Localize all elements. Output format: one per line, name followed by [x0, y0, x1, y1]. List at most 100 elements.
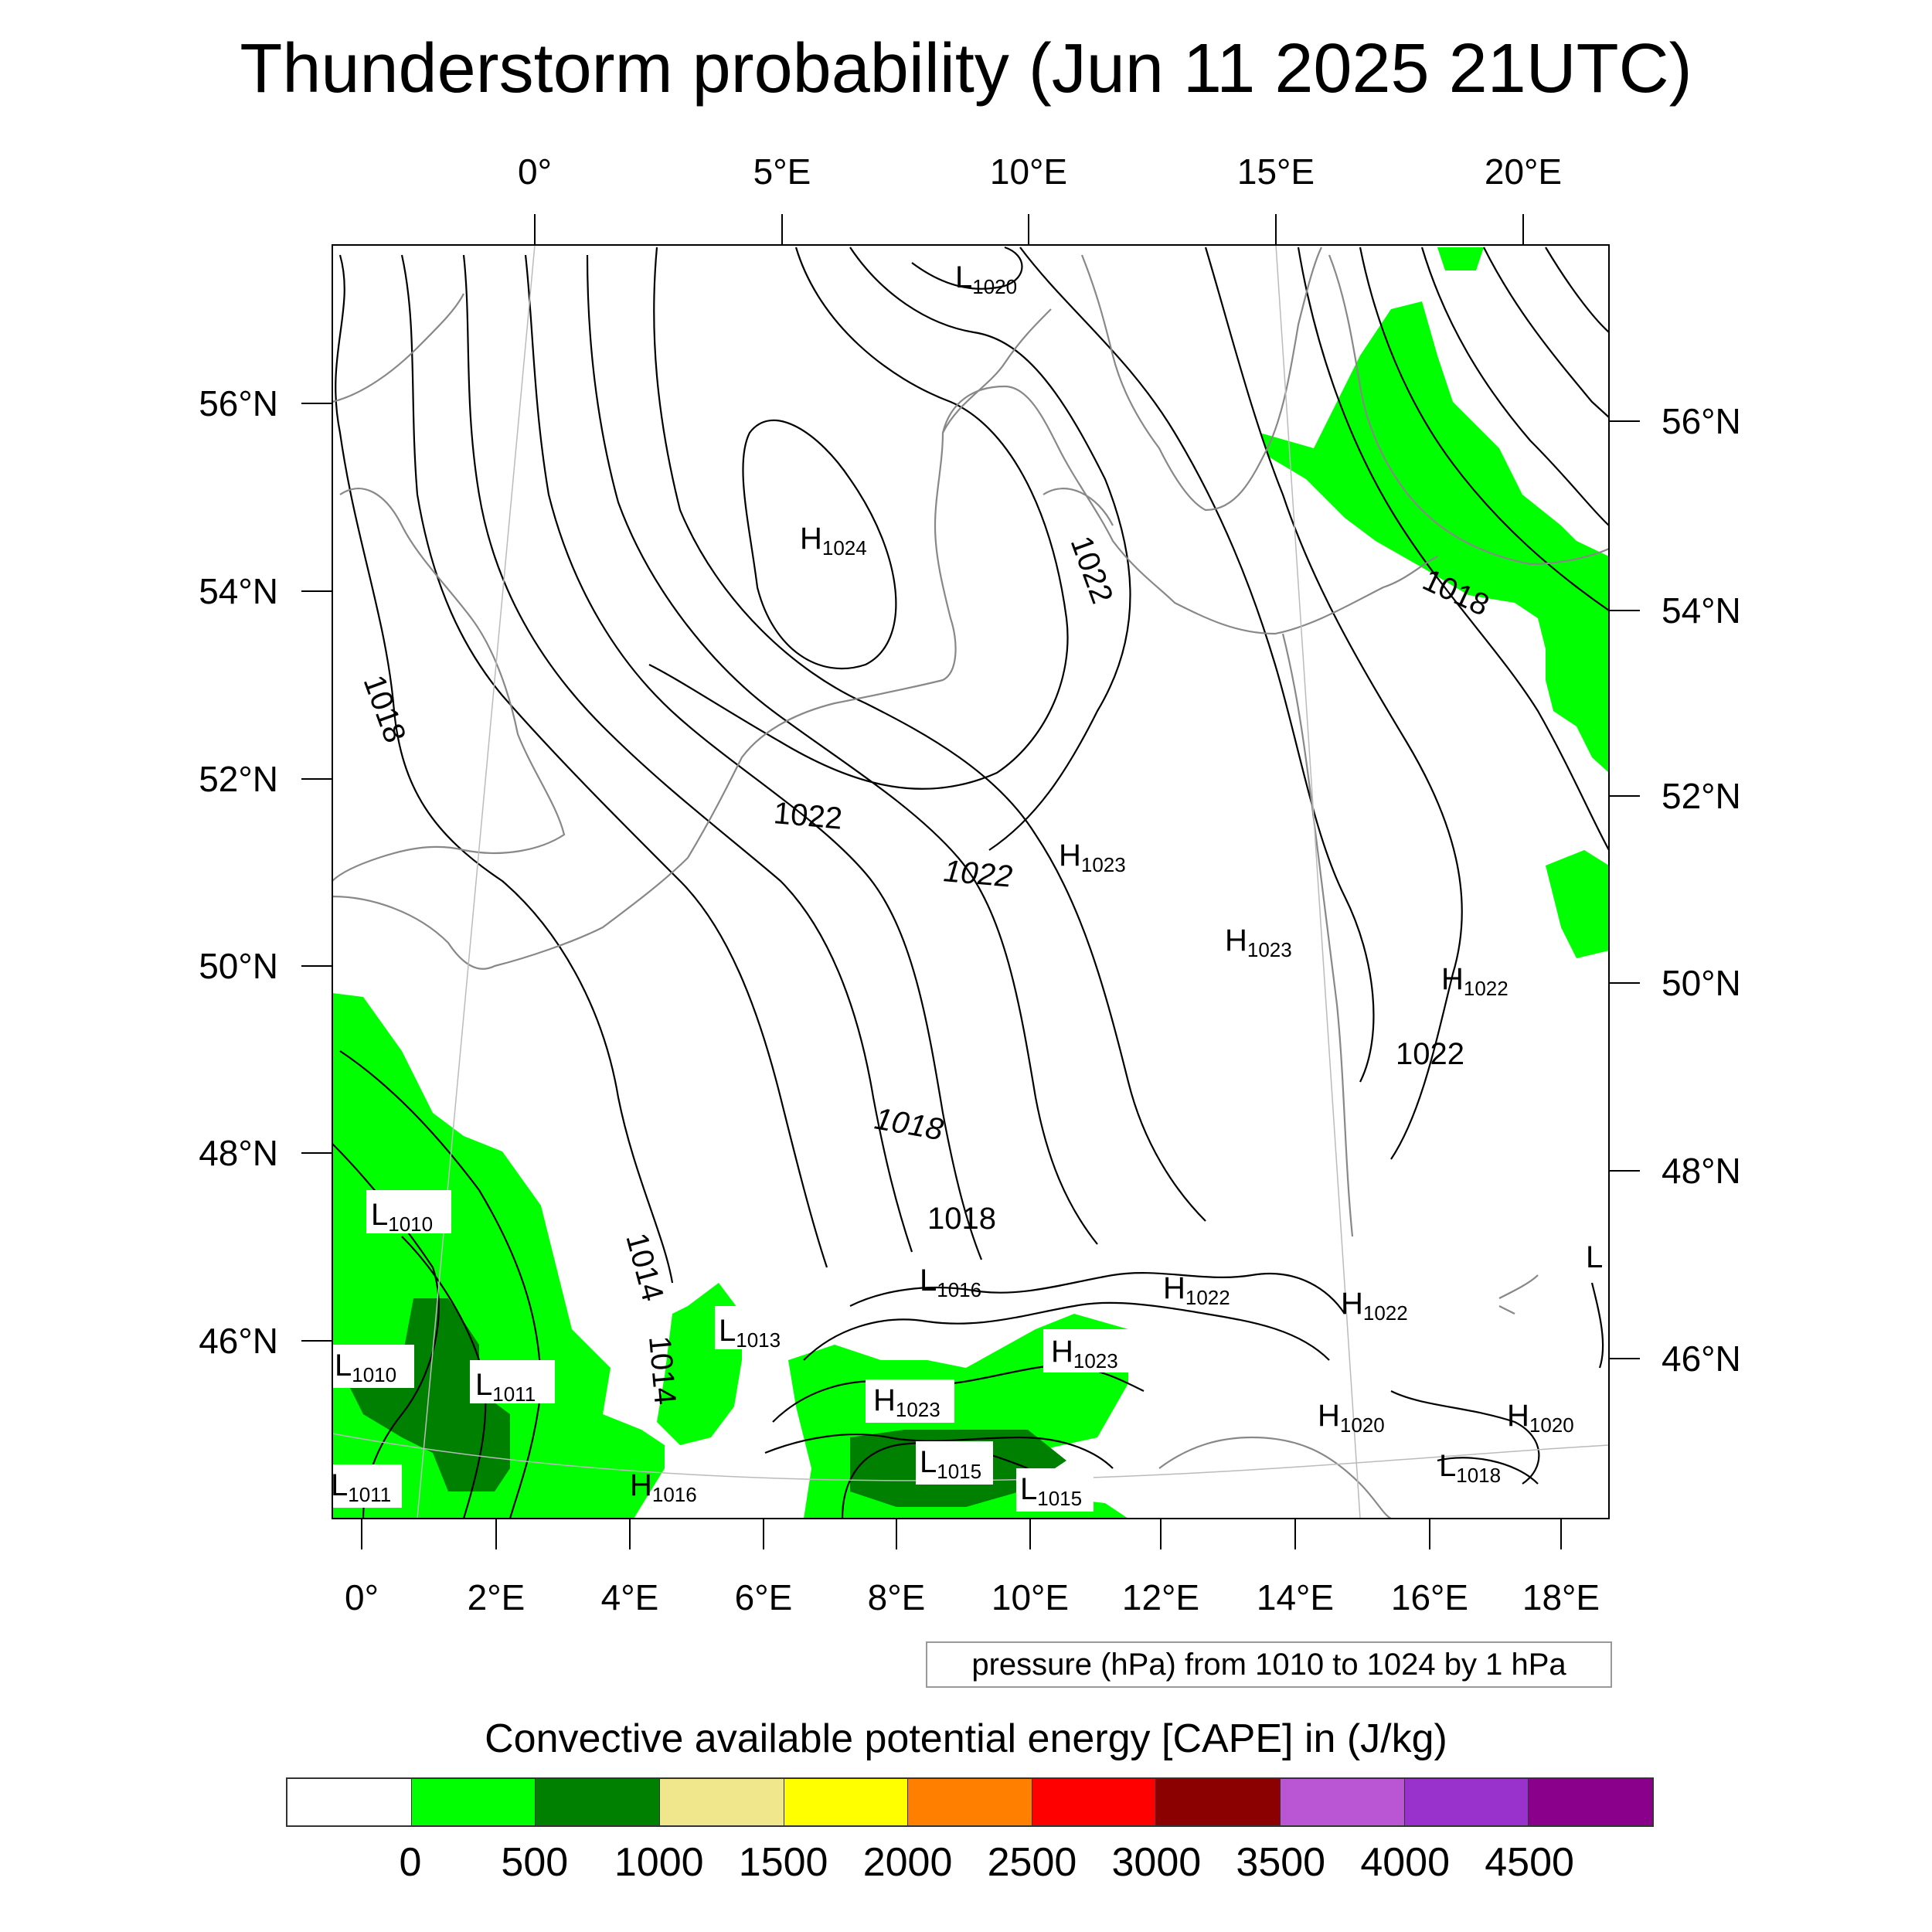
contour-label: 1022	[1396, 1037, 1464, 1071]
pressure-center-layer: L1020 H1024 H1023 H1023 H1022 L1010 L101…	[332, 260, 1603, 1512]
svg-text:L1011: L1011	[475, 1368, 536, 1406]
contour-label: 1014	[642, 1335, 682, 1406]
top-lon-tick: 15°E	[1236, 151, 1315, 192]
pressure-center-low: L1016	[920, 1264, 981, 1301]
isobar-line	[1420, 247, 1609, 526]
pressure-center-high: H1016	[630, 1468, 697, 1506]
colorbar-swatch	[411, 1779, 536, 1825]
svg-text:H1023: H1023	[1225, 923, 1292, 961]
graticule-line	[332, 1433, 1609, 1481]
isobar-line	[339, 1050, 543, 1519]
colorbar-swatch	[1281, 1779, 1405, 1825]
left-lat-tick: 54°N	[199, 571, 278, 611]
bottom-lon-tick: 18°E	[1522, 1577, 1600, 1617]
isobar-line	[1019, 247, 1375, 1083]
isobar-line	[911, 246, 1023, 290]
svg-text:H1022: H1022	[1441, 962, 1509, 1000]
top-lon-tick: 5°E	[753, 151, 811, 192]
contour-info-box: pressure (hPa) from 1010 to 1024 by 1 hP…	[926, 1641, 1612, 1688]
colorbar-label: 3500	[1236, 1840, 1326, 1885]
cape-region-east-edge	[1546, 850, 1609, 958]
svg-text:L1018: L1018	[1439, 1449, 1501, 1487]
svg-text:H1023: H1023	[1059, 838, 1126, 876]
pressure-center-low: L1020	[955, 260, 1017, 298]
isobar-line	[462, 254, 913, 1253]
pressure-center-high: H1022	[1163, 1271, 1230, 1309]
colorbar-swatch	[287, 1779, 412, 1825]
pressure-center-high: H1023	[1225, 923, 1292, 961]
pressure-center-high: H1024	[800, 522, 867, 560]
pressure-center-high: H1020	[1318, 1399, 1385, 1437]
right-lat-tick: 46°N	[1662, 1338, 1741, 1379]
pressure-center-low: L1010	[371, 1198, 433, 1236]
coastline-france-north	[332, 857, 689, 970]
svg-text:L1010: L1010	[335, 1349, 396, 1386]
left-lat-tick: 48°N	[199, 1133, 278, 1173]
colorbar-label: 1000	[614, 1840, 704, 1885]
right-lat-tick: 48°N	[1662, 1151, 1741, 1191]
bottom-lon-tick: 14°E	[1256, 1577, 1335, 1617]
svg-text:L1016: L1016	[920, 1264, 981, 1301]
coastline-netherlands-germany	[687, 385, 1438, 859]
isobar-line	[849, 1272, 1345, 1315]
right-lat-tick: 50°N	[1662, 963, 1741, 1003]
isobar-line	[524, 254, 983, 1260]
colorbar-swatch	[536, 1779, 660, 1825]
svg-text:H1023: H1023	[873, 1383, 940, 1421]
pressure-center-low: L1011	[332, 1468, 391, 1506]
isobar-layer	[332, 246, 1609, 1519]
colorbar-label: 4500	[1485, 1840, 1574, 1885]
isobar-line	[335, 254, 674, 1284]
border-east	[1498, 1274, 1539, 1315]
colorbar-label: 4000	[1360, 1840, 1451, 1885]
svg-text:H1023: H1023	[1051, 1335, 1118, 1372]
cape-region-northeast	[1437, 247, 1484, 270]
contour-label: 1022	[942, 854, 1013, 894]
svg-text:L1015: L1015	[1020, 1472, 1082, 1510]
coastline-adriatic	[1158, 1436, 1392, 1519]
pressure-center-high: H1022	[1341, 1287, 1408, 1325]
coastline-uk	[332, 293, 566, 882]
pressure-center-low: L1015	[1020, 1472, 1082, 1510]
graticule-line	[1275, 245, 1361, 1519]
colorbar-label: 3000	[1111, 1840, 1202, 1885]
svg-text:H1020: H1020	[1318, 1399, 1385, 1437]
isobar-line	[400, 254, 828, 1268]
coastline-denmark	[942, 308, 1114, 526]
top-lon-tick: 10°E	[989, 151, 1068, 192]
pressure-center-low: L1010	[335, 1349, 396, 1386]
pressure-center-low: L	[1586, 1240, 1603, 1274]
colorbar-swatch	[1529, 1779, 1653, 1825]
svg-text:H1022: H1022	[1341, 1287, 1408, 1325]
bottom-lon-tick: 6°E	[734, 1577, 793, 1617]
bottom-lon-tick: 10°E	[991, 1577, 1070, 1617]
isobar-line	[1390, 1390, 1540, 1485]
isobar-line	[1545, 247, 1609, 333]
pressure-center-high: H1023	[873, 1383, 940, 1421]
colorbar-swatch	[1032, 1779, 1157, 1825]
colorbar	[286, 1777, 1654, 1827]
top-lon-tick: 20°E	[1484, 151, 1563, 192]
pressure-center-low: L1015	[920, 1445, 981, 1483]
left-lat-tick: 52°N	[199, 759, 278, 799]
svg-text:L1020: L1020	[955, 260, 1017, 298]
isobar-line	[586, 254, 1098, 1245]
colorbar-label: 1500	[738, 1840, 828, 1885]
pressure-center-low: L1013	[719, 1314, 781, 1352]
contour-label: 1022	[772, 796, 843, 836]
bottom-lon-tick: 0°	[345, 1577, 379, 1617]
svg-text:H1024: H1024	[800, 522, 867, 560]
pressure-center-high: H1023	[1051, 1335, 1118, 1372]
svg-text:L1010: L1010	[371, 1198, 433, 1236]
isobar-line	[1204, 247, 1463, 1160]
isobar-line	[1483, 247, 1609, 418]
bottom-lon-tick: 8°E	[867, 1577, 926, 1617]
svg-text:L1015: L1015	[920, 1445, 981, 1483]
svg-text:H1016: H1016	[630, 1468, 697, 1506]
colorbar-swatch	[1404, 1779, 1529, 1825]
isobar-line	[742, 419, 897, 670]
colorbar-label: 500	[501, 1840, 569, 1885]
isobar-line	[1437, 1457, 1539, 1485]
map-title: Thunderstorm probability (Jun 11 2025 21…	[240, 30, 1692, 107]
